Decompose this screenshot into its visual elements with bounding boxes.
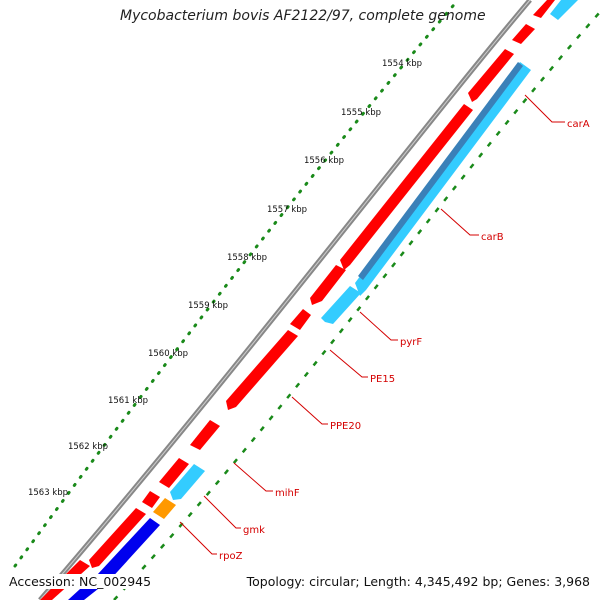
gene-labels: carA carB pyrF PE15 PPE20 mihF gmk rpoZ: [179, 94, 590, 562]
forward-cds[interactable]: [226, 330, 298, 410]
gene-label-pe15[interactable]: PE15: [370, 374, 395, 385]
tick-label: 1556 kbp: [304, 156, 344, 166]
forward-cds[interactable]: [340, 104, 473, 270]
genome-info-text: Topology: circular; Length: 4,345,492 bp…: [244, 574, 592, 589]
forward-cds[interactable]: [310, 265, 346, 305]
rpoz-cds[interactable]: [97, 518, 160, 582]
gene-leader-line: [291, 396, 328, 425]
tick-label: 1554 kbp: [382, 59, 422, 69]
tick-label: 1563 kbp: [28, 488, 68, 498]
gene-label-pyrf[interactable]: pyrF: [400, 337, 422, 348]
gene-label-cara[interactable]: carA: [567, 119, 590, 130]
genome-title: Mycobacterium bovis AF2122/97, complete …: [120, 8, 486, 24]
forward-cds[interactable]: [533, 0, 555, 18]
inner-ruler-dashes: [113, 11, 600, 600]
forward-cds[interactable]: [89, 508, 146, 568]
tick-label: 1559 kbp: [188, 301, 228, 311]
gene-leader-line: [524, 94, 565, 123]
reverse-cds[interactable]: [355, 62, 531, 296]
gene-label-gmk[interactable]: gmk: [243, 525, 265, 536]
forward-cds[interactable]: [290, 309, 311, 330]
reverse-cds-inner: [358, 62, 523, 280]
tick-label: 1561 kbp: [108, 396, 148, 406]
reverse-cds[interactable]: [550, 0, 578, 20]
tick-label: 1557 kbp: [267, 205, 307, 215]
tick-label: 1558 kbp: [227, 253, 267, 263]
tick-label: 1562 kbp: [68, 442, 108, 452]
outer-ruler-dots: [13, 0, 460, 568]
tick-labels: 1554 kbp 1555 kbp 1556 kbp 1557 kbp 1558 kbp…: [28, 59, 422, 498]
reverse-cds[interactable]: [321, 286, 361, 324]
gene-label-ppe20[interactable]: PPE20: [330, 421, 361, 432]
accession-text: Accession: NC_002945: [7, 574, 154, 589]
forward-strand-features: [40, 0, 555, 600]
gene-label-carb[interactable]: carB: [481, 232, 504, 243]
gene-leader-line: [179, 521, 217, 555]
forward-cds[interactable]: [512, 24, 535, 44]
gene-leader-line: [329, 349, 368, 378]
gene-label-rpoz[interactable]: rpoZ: [219, 551, 243, 562]
reverse-strand-features: [68, 0, 578, 600]
reverse-cds[interactable]: [170, 464, 205, 500]
gene-leader-line: [233, 462, 273, 492]
gene-leader-line: [203, 495, 241, 529]
gene-label-mihf[interactable]: mihF: [275, 488, 300, 499]
gmk-cds[interactable]: [153, 498, 176, 519]
tick-label: 1555 kbp: [341, 108, 381, 118]
gene-leader-line: [440, 208, 479, 236]
forward-cds[interactable]: [190, 420, 220, 450]
forward-cds[interactable]: [142, 491, 160, 508]
forward-cds[interactable]: [468, 49, 514, 102]
forward-cds[interactable]: [159, 458, 189, 488]
tick-label: 1560 kbp: [148, 349, 188, 359]
gene-leader-line: [359, 311, 398, 341]
